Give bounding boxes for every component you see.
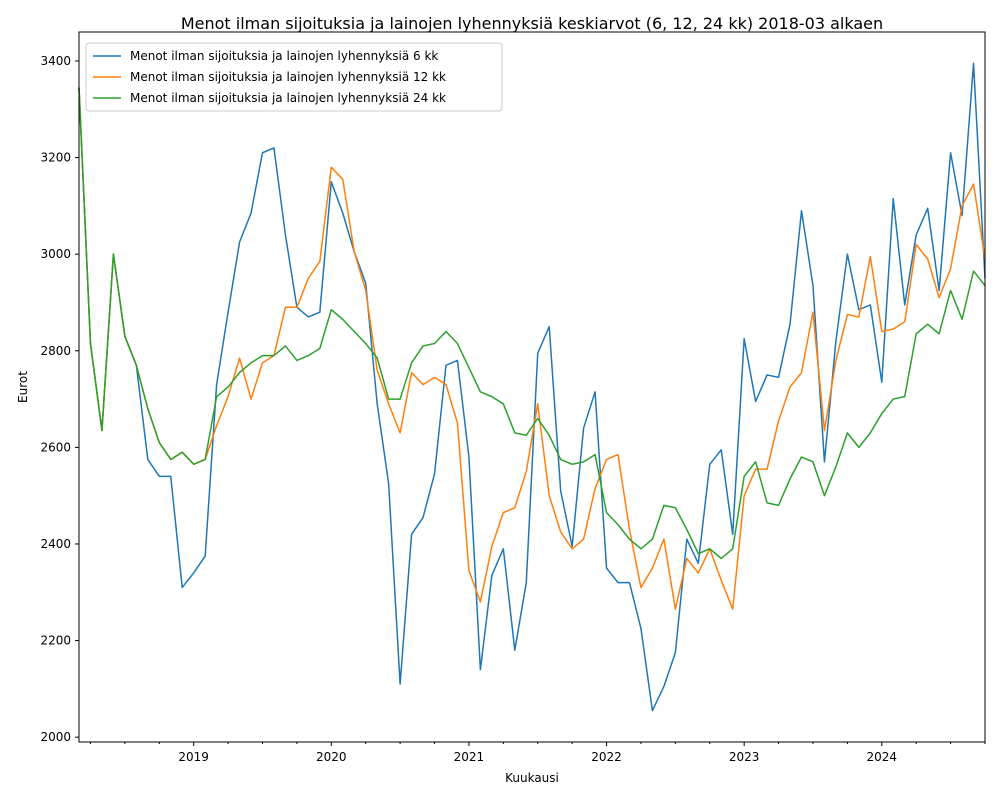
legend: Menot ilman sijoituksia ja lainojen lyhe… (85, 42, 503, 112)
y-axis-label: Eurot (16, 371, 30, 403)
legend-label-3: Menot ilman sijoituksia ja lainojen lyhe… (130, 91, 446, 105)
x-tick-label: 2022 (591, 750, 622, 764)
y-tick-label: 2600 (40, 440, 71, 454)
x-axis: 2019 2020 2021 2022 2023 2024 (89, 742, 986, 764)
chart-title: Menot ilman sijoituksia ja lainojen lyhe… (181, 14, 883, 33)
series-line-3 (78, 87, 986, 560)
legend-box (85, 42, 503, 112)
x-tick-label: 2023 (729, 750, 760, 764)
x-tick-label: 2019 (178, 750, 209, 764)
x-tick-label: 2024 (867, 750, 898, 764)
y-tick-label: 3200 (40, 151, 71, 165)
x-tick-label: 2020 (316, 750, 347, 764)
legend-label-1: Menot ilman sijoituksia ja lainojen lyhe… (130, 49, 438, 63)
y-tick-label: 2800 (40, 344, 71, 358)
x-axis-label: Kuukausi (505, 771, 559, 785)
series-lines (78, 62, 986, 712)
y-tick-label: 3000 (40, 247, 71, 261)
plot-frame (78, 31, 986, 743)
y-tick-label: 2200 (40, 634, 71, 648)
series-line-1 (78, 62, 986, 712)
x-tick-label: 2021 (454, 750, 485, 764)
series-line-2 (78, 87, 986, 610)
y-tick-label: 2400 (40, 537, 71, 551)
y-axis: 2000 2200 2400 2600 2800 3000 3200 3400 (40, 54, 79, 744)
y-tick-label: 2000 (40, 730, 71, 744)
legend-label-2: Menot ilman sijoituksia ja lainojen lyhe… (130, 70, 446, 84)
y-tick-label: 3400 (40, 54, 71, 68)
